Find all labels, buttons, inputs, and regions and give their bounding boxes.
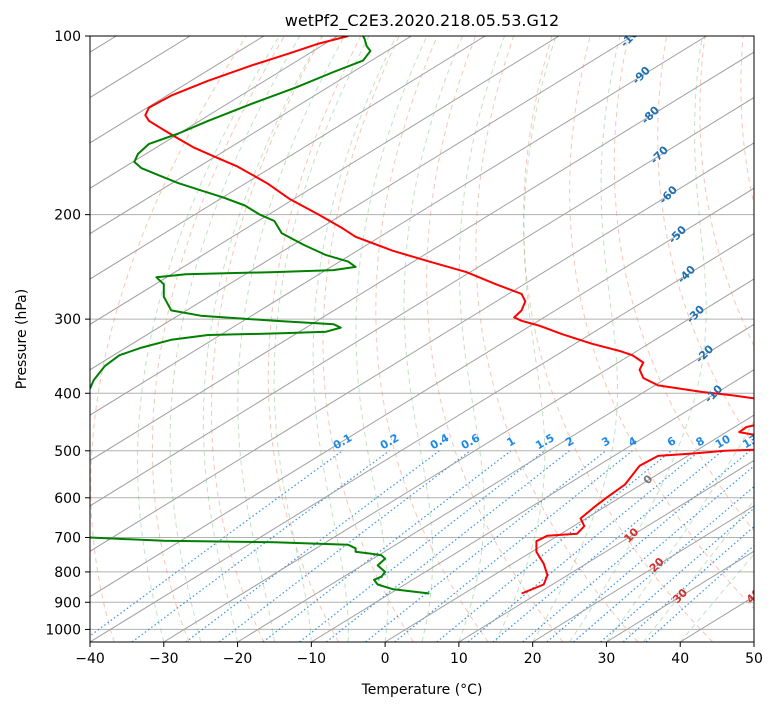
chart-title: wetPf2_C2E3.2020.218.05.53.G12 — [285, 11, 559, 31]
moist-adiabat-line — [495, 36, 557, 642]
x-tick-label: 40 — [671, 651, 689, 667]
dry-adiabat-line — [475, 36, 639, 642]
x-tick-label: −40 — [75, 651, 105, 667]
x-tick-label: −20 — [223, 651, 253, 667]
y-axis-label: Pressure (hPa) — [14, 289, 30, 389]
dry-adiabat-line — [569, 36, 754, 610]
dewpoint-profile-line — [90, 536, 430, 595]
mixing-ratio-line — [365, 450, 607, 642]
moist-adiabat-line — [355, 36, 428, 642]
x-tick-label: 20 — [524, 651, 542, 667]
x-tick-label: 50 — [745, 651, 763, 667]
dry-adiabat-line — [613, 36, 754, 532]
grid-layer — [90, 36, 754, 630]
y-tick-label: 200 — [54, 208, 81, 224]
y-tick-label: 500 — [54, 444, 81, 460]
temperature-profile-line — [521, 448, 754, 595]
isotherm-line — [90, 36, 633, 371]
x-tick-label: 0 — [381, 651, 390, 667]
dry-adiabat-line — [211, 36, 324, 642]
mixing-ratio-label: 13 — [740, 432, 760, 451]
ticks-layer: −40 −30 −20 −10 0 10 20 30 40 50 100 200 300 400 500 60… — [45, 29, 763, 667]
y-tick-label: 600 — [54, 491, 81, 507]
mixing-ratio-line — [299, 450, 546, 642]
plot-frame — [89, 35, 755, 643]
isotherm-line — [311, 369, 754, 642]
isotherm-label: 40 — [744, 586, 764, 606]
moist-adiabat-line — [569, 36, 707, 642]
y-tick-label: 800 — [54, 565, 81, 581]
x-tick-label: −30 — [149, 651, 179, 667]
y-tick-label: 1000 — [45, 622, 81, 638]
isotherm-line — [458, 459, 754, 642]
x-tick-label: 10 — [450, 651, 468, 667]
temperature-profile-line — [144, 36, 754, 400]
isotherm-line — [90, 36, 707, 416]
isotherm-line — [532, 505, 754, 642]
mixing-ratio-line — [436, 450, 672, 642]
x-tick-label: −10 — [297, 651, 327, 667]
isotherm-line — [163, 278, 754, 642]
x-axis-label: Temperature (°C) — [361, 682, 483, 698]
y-tick-label: 400 — [54, 386, 81, 402]
series-layer — [90, 36, 754, 595]
isotherm-line — [384, 414, 754, 642]
y-tick-label: 100 — [54, 29, 81, 45]
isotherm-line — [90, 51, 754, 462]
isotherm-line — [90, 36, 338, 189]
moist-adiabats-layer — [137, 36, 754, 642]
mixing-ratio-line — [492, 450, 724, 642]
moist-adiabat-line — [532, 36, 621, 642]
dry-adiabat-line — [426, 36, 564, 642]
isotherm-line — [90, 96, 754, 507]
dewpoint-profile-line — [90, 36, 372, 390]
isotherm-line — [90, 36, 486, 280]
mixing-ratio-line — [218, 450, 471, 642]
dry-adiabat-line — [90, 36, 247, 642]
mixing-ratio-line — [185, 450, 440, 642]
y-tick-label: 300 — [54, 312, 81, 328]
isotherm-line — [90, 36, 265, 144]
isotherm-line — [90, 36, 560, 325]
temperature-profile-line — [738, 424, 754, 436]
moist-adiabat-line — [312, 36, 397, 642]
moist-adiabat-line — [273, 36, 370, 642]
isotherm-line — [90, 142, 754, 552]
y-tick-label: 900 — [54, 595, 81, 611]
isotherm-line — [237, 323, 754, 642]
mixing-ratio-line — [522, 450, 751, 642]
moist-adiabat-line — [679, 553, 754, 642]
moist-adiabat-line — [403, 36, 463, 642]
moist-adiabat-line — [137, 36, 280, 642]
mixing-ratio-line — [546, 465, 754, 642]
y-tick-label: 700 — [54, 531, 81, 547]
moist-adiabat-line — [606, 419, 754, 642]
isotherm-line — [90, 36, 412, 235]
x-tick-label: 30 — [598, 651, 616, 667]
